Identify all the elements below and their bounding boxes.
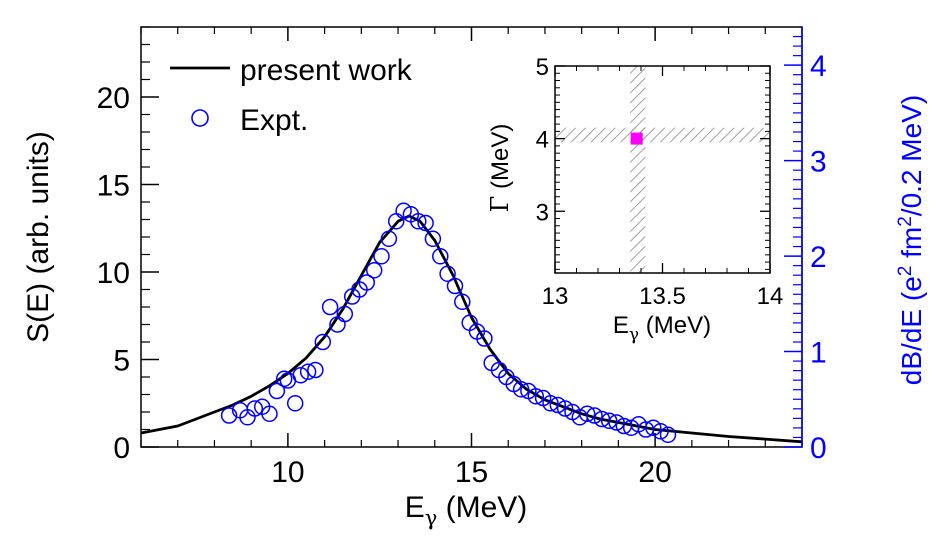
legend: present work Expt. — [170, 54, 413, 137]
data-point-expt — [321, 298, 339, 316]
data-point-expt — [373, 248, 390, 265]
data-point-expt — [246, 400, 264, 417]
data-point-expt — [268, 382, 286, 400]
x-tick-label: 15 — [455, 456, 488, 489]
y2-tick-label: 1 — [810, 337, 827, 370]
legend-label-present-work: present work — [240, 54, 413, 87]
data-point-expt — [586, 407, 603, 424]
data-point-expt — [542, 395, 559, 412]
data-point-expt — [556, 400, 574, 417]
data-point-expt — [220, 407, 238, 424]
inset-width-uncertainty-band — [555, 127, 770, 143]
inset-y-tick-label: 5 — [536, 54, 549, 81]
inset-y-tick-label: 4 — [536, 127, 549, 154]
data-point-expt — [292, 367, 309, 384]
inset-energy-uncertainty-band — [630, 66, 646, 273]
data-point-expt — [261, 405, 278, 423]
x-axis-title: Eγ (MeV) — [405, 491, 528, 530]
y-tick-label: 20 — [97, 82, 130, 115]
data-point-expt — [439, 265, 456, 283]
secondary-axis-title: dB/dE (e2 fm2/0.2 MeV) — [895, 95, 927, 385]
data-point-expt — [600, 412, 618, 430]
data-point-expt — [512, 381, 530, 398]
x-tick-label: 20 — [638, 456, 671, 489]
y-tick-label: 0 — [113, 432, 130, 465]
data-point-expt — [358, 274, 376, 291]
data-point-expt — [395, 202, 412, 220]
inset-y-tick-label: 3 — [536, 199, 549, 226]
inset-x-tick-label: 13.5 — [639, 283, 686, 310]
data-point-expt — [307, 361, 324, 379]
data-point-expt — [652, 423, 669, 440]
inset-data-point — [630, 132, 643, 145]
y-tick-label: 5 — [113, 345, 130, 378]
y-tick-label: 15 — [97, 170, 130, 203]
legend-circle-swatch — [191, 109, 209, 127]
data-point-expt — [645, 419, 662, 437]
data-point-expt — [380, 230, 398, 248]
data-point-expt — [432, 248, 449, 265]
data-point-expt — [446, 277, 464, 295]
x-tick-label: 10 — [271, 456, 304, 489]
data-point-expt — [578, 405, 596, 423]
data-point-expt — [299, 363, 317, 381]
data-point-expt — [476, 330, 493, 347]
data-point-expt — [417, 214, 434, 232]
y2-tick-label: 0 — [810, 432, 827, 465]
y-tick-label: 10 — [97, 257, 130, 290]
data-point-expt — [424, 230, 442, 248]
y2-tick-label: 2 — [810, 241, 827, 274]
legend-label-expt: Expt. — [240, 104, 308, 137]
data-point-expt — [410, 213, 427, 230]
data-point-expt — [336, 305, 354, 323]
data-point-expt — [549, 396, 567, 414]
y-axis-title: S(E) (arb. units) — [22, 131, 55, 343]
inset-x-tick-label: 14 — [757, 283, 784, 310]
inset-plot: 13 13.5 14 3 4 5 Eγ (MeV) Γ (MeV) — [486, 54, 783, 345]
y2-tick-label: 3 — [810, 146, 827, 179]
y2-tick-label: 4 — [810, 50, 827, 83]
inset-y-axis-title: Γ (MeV) — [486, 124, 514, 213]
data-point-expt — [608, 414, 625, 431]
inset-x-tick-label: 13 — [542, 283, 569, 310]
data-point-expt — [286, 395, 304, 412]
data-point-expt — [659, 426, 677, 444]
data-point-expt — [365, 262, 383, 279]
data-point-expt — [387, 213, 405, 230]
data-point-expt — [527, 388, 545, 405]
inset-x-axis-title: Eγ (MeV) — [613, 312, 711, 345]
data-point-expt — [454, 293, 471, 311]
data-point-expt — [314, 333, 332, 351]
